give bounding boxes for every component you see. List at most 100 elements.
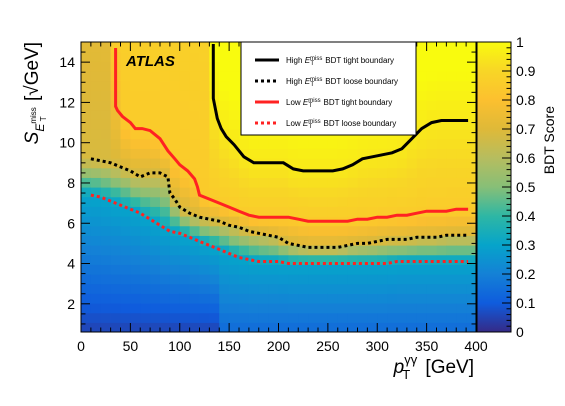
heatmap-cell [160, 225, 171, 236]
heatmap-cell [179, 293, 191, 304]
heatmap-cell [209, 109, 220, 120]
heatmap-cell [169, 264, 181, 275]
heatmap-cell [229, 303, 240, 314]
heatmap-cell [239, 245, 250, 256]
heatmap-cell [81, 71, 92, 82]
heatmap-cell [298, 187, 309, 198]
heatmap-cell [436, 196, 447, 207]
heatmap-cell [426, 109, 438, 120]
heatmap-cell [150, 148, 161, 159]
heatmap-cell [416, 293, 428, 304]
heatmap-cell [229, 129, 240, 140]
heatmap-cell [436, 90, 447, 101]
heatmap-cell [318, 158, 329, 169]
heatmap-cell [337, 254, 349, 265]
heatmap-cell [90, 187, 102, 198]
heatmap-cell [179, 167, 191, 178]
heatmap-cell [199, 71, 210, 82]
heatmap-cell [160, 187, 171, 198]
heatmap-cell [81, 129, 92, 140]
heatmap-cell [456, 216, 467, 227]
heatmap-cell [219, 90, 230, 101]
heatmap-cell [397, 158, 408, 169]
heatmap-cell [288, 177, 299, 188]
heatmap-cell [179, 245, 191, 256]
heatmap-cell [150, 100, 161, 111]
heatmap-cell [377, 158, 388, 169]
heatmap-cell [456, 167, 467, 178]
heatmap-cell [130, 119, 141, 130]
heatmap-cell [387, 312, 398, 323]
heatmap-cell [179, 71, 191, 82]
heatmap-cell [298, 206, 309, 217]
heatmap-cell [248, 216, 260, 227]
heatmap-cell [298, 245, 309, 256]
heatmap-cell [100, 216, 112, 227]
heatmap-cell [150, 109, 161, 120]
heatmap-cell [446, 138, 457, 149]
heatmap-cell [387, 158, 398, 169]
heatmap-cell [150, 206, 161, 217]
heatmap-cell [209, 293, 220, 304]
high-met-tight-boundary-curve [211, 44, 469, 173]
heatmap-cell [308, 312, 319, 323]
heatmap-cell [268, 167, 280, 178]
heatmap-cell [189, 80, 201, 91]
heatmap-cell [209, 245, 220, 256]
heatmap-cell [239, 312, 250, 323]
heatmap-cell [308, 264, 319, 275]
heatmap-cell [189, 196, 201, 207]
heatmap-cell [298, 283, 309, 294]
heatmap-cell [416, 158, 428, 169]
heatmap-cell [446, 119, 457, 130]
heatmap-cell [466, 158, 476, 169]
heatmap-cell [120, 235, 131, 246]
heatmap-cell [189, 322, 201, 332]
heatmap-cell [367, 254, 378, 265]
heatmap-cell [308, 225, 319, 236]
heatmap-cell [426, 119, 438, 130]
heatmap-cell [426, 235, 438, 246]
heatmap-cell [150, 322, 161, 332]
heatmap-cell [239, 264, 250, 275]
heatmap-cell [456, 283, 467, 294]
heatmap-cell [357, 303, 368, 314]
heatmap-cell [387, 196, 398, 207]
heatmap-cell [150, 196, 161, 207]
heatmap-cell [367, 322, 378, 332]
heatmap-cell [169, 254, 181, 265]
heatmap-cell [406, 138, 418, 149]
heatmap-cell [140, 167, 151, 178]
heatmap-cell [150, 235, 161, 246]
heatmap-cell [140, 71, 151, 82]
heatmap-cell [189, 100, 201, 111]
heatmap-cell [90, 312, 102, 323]
heatmap-cell [327, 167, 339, 178]
heatmap-cell [308, 254, 319, 265]
heatmap-cell [219, 312, 230, 323]
heatmap-cell [456, 148, 467, 159]
heatmap-cell [81, 42, 92, 53]
heatmap-cell [90, 158, 102, 169]
heatmap-cell [268, 196, 280, 207]
heatmap-cell [357, 283, 368, 294]
heatmap-cell [169, 187, 181, 198]
heatmap-cell [100, 206, 112, 217]
heatmap-cell [229, 61, 240, 72]
heatmap-cell [357, 225, 368, 236]
heatmap-cell [406, 177, 418, 188]
heatmap-cell [357, 187, 368, 198]
heatmap-cell [239, 148, 250, 159]
heatmap-cell [397, 196, 408, 207]
heatmap-cell [189, 167, 201, 178]
heatmap-cell [436, 61, 447, 72]
heatmap-cell [130, 129, 141, 140]
heatmap-cell [248, 196, 260, 207]
heatmap-cell [189, 283, 201, 294]
heatmap-cell [229, 206, 240, 217]
heatmap-cell [100, 177, 112, 188]
heatmap-cell [209, 119, 220, 130]
heatmap-cell [367, 216, 378, 227]
heatmap-cell [90, 61, 102, 72]
heatmap-cell [258, 206, 270, 217]
